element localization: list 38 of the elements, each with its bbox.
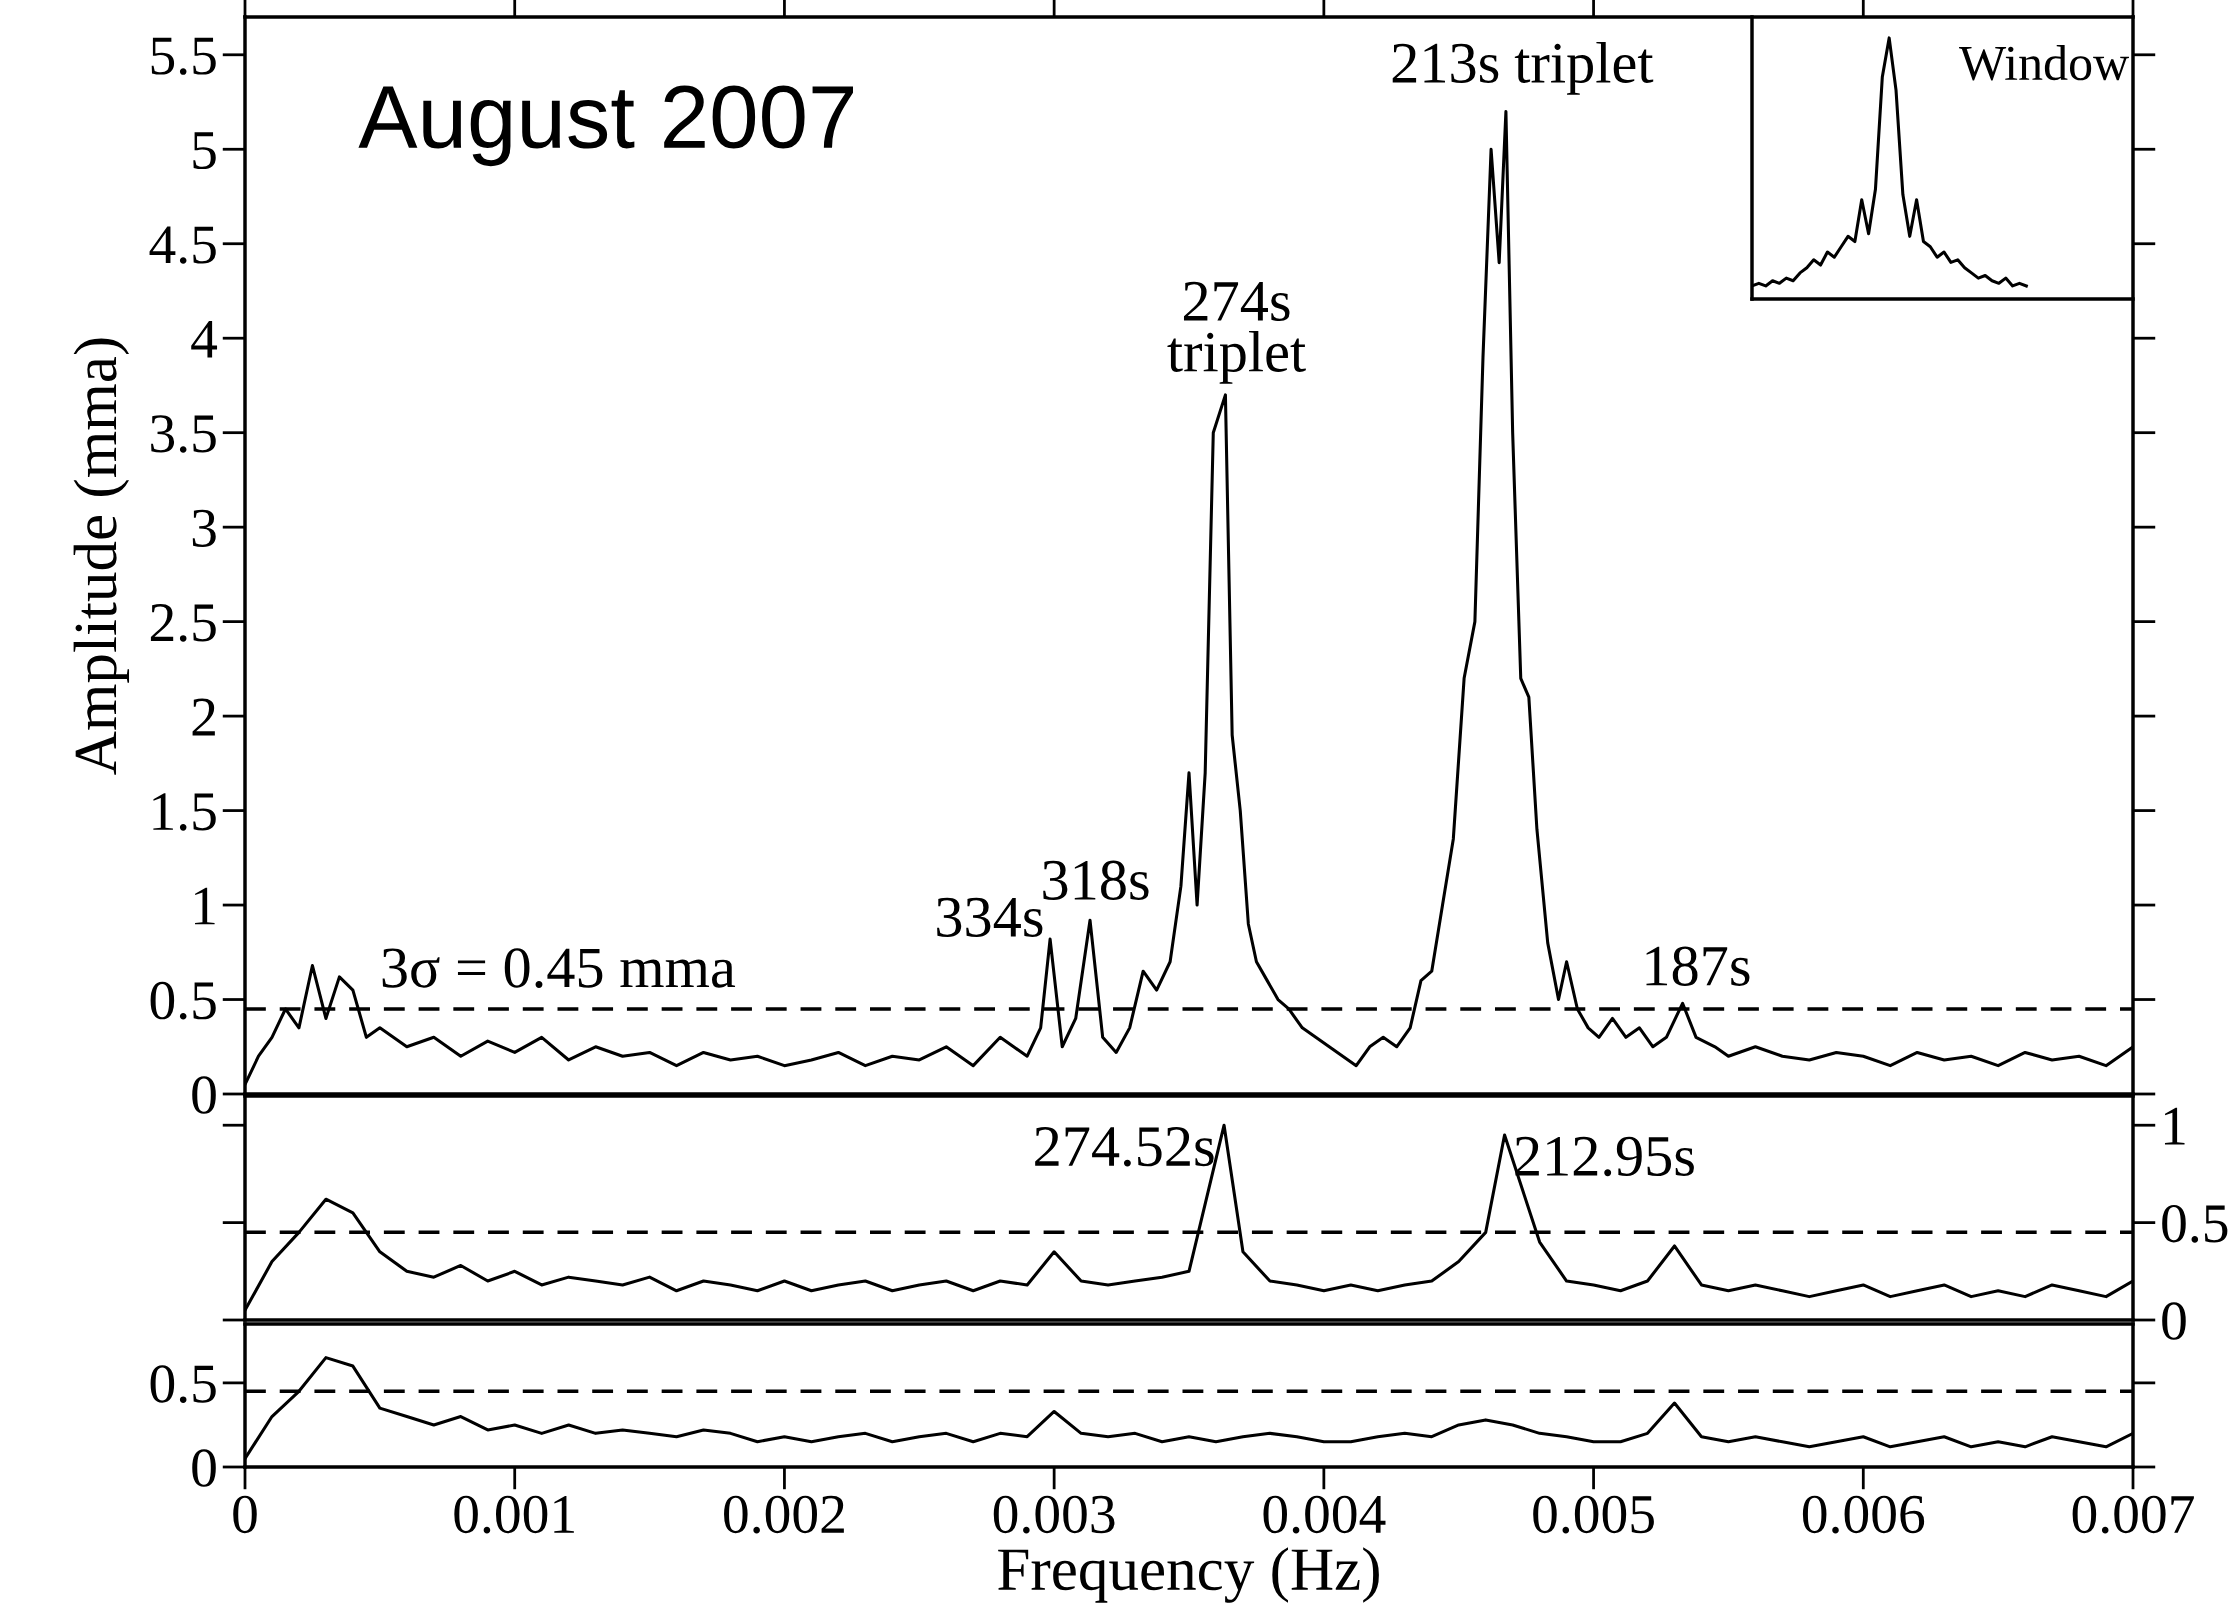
y-tick-label: 4.5	[149, 226, 216, 264]
annotation: August 2007	[358, 85, 853, 167]
annotation: 318s	[1043, 860, 1149, 900]
y-tick-label: 3	[192, 509, 216, 547]
y-tick-label: 0	[192, 1076, 216, 1114]
x-tick-label: 0.005	[1533, 1495, 1654, 1534]
annotation: Window	[1959, 45, 2129, 81]
annotation: 187s	[1646, 946, 1750, 986]
annotation: 274s triplet	[1167, 281, 1306, 384]
y-tick-label: 4	[191, 320, 218, 358]
y-tick-label: 5	[193, 132, 216, 170]
y-tick-label: 0.5	[150, 981, 216, 1020]
y-tick-label: 1	[2164, 1107, 2185, 1145]
x-tick-label: 0.002	[724, 1495, 844, 1534]
annotation: triplet	[1514, 41, 1654, 95]
x-tick-label: 0.003	[993, 1495, 1115, 1534]
y-tick-label: 2.5	[150, 604, 216, 642]
annotation: 212.95s	[1515, 1136, 1694, 1177]
annotation: 274.52s	[1035, 1127, 1214, 1167]
x-axis-title: Frequency (Hz)	[998, 1547, 1379, 1603]
y-tick-label: 5.5	[151, 37, 216, 75]
y-tick-label: 0	[2162, 1302, 2186, 1340]
x-tick-label: 0.007	[2072, 1495, 2194, 1534]
annotation: 334s	[937, 897, 1043, 937]
y-tick-label: 1	[195, 887, 215, 925]
y-tick-label: 0.5	[2162, 1204, 2228, 1243]
y-tick-label: 0.5	[150, 1365, 216, 1403]
x-tick-label: 0.001	[454, 1495, 574, 1534]
y-tick-label: 2	[192, 698, 215, 736]
x-tick-label: 0.006	[1802, 1495, 1925, 1534]
y-tick-label: 3.5	[151, 415, 216, 453]
ref-line-label: 3σ = 0.45 mma	[382, 948, 736, 988]
y-tick-label: 0	[192, 1449, 216, 1487]
y-tick-label: 1.5	[153, 793, 216, 831]
x-tick-label: 0.004	[1263, 1495, 1386, 1534]
annotation: 213s	[1392, 43, 1499, 83]
y-axis-title: Amplitude (mma)	[73, 338, 130, 775]
x-tick-label: 0	[233, 1495, 257, 1534]
